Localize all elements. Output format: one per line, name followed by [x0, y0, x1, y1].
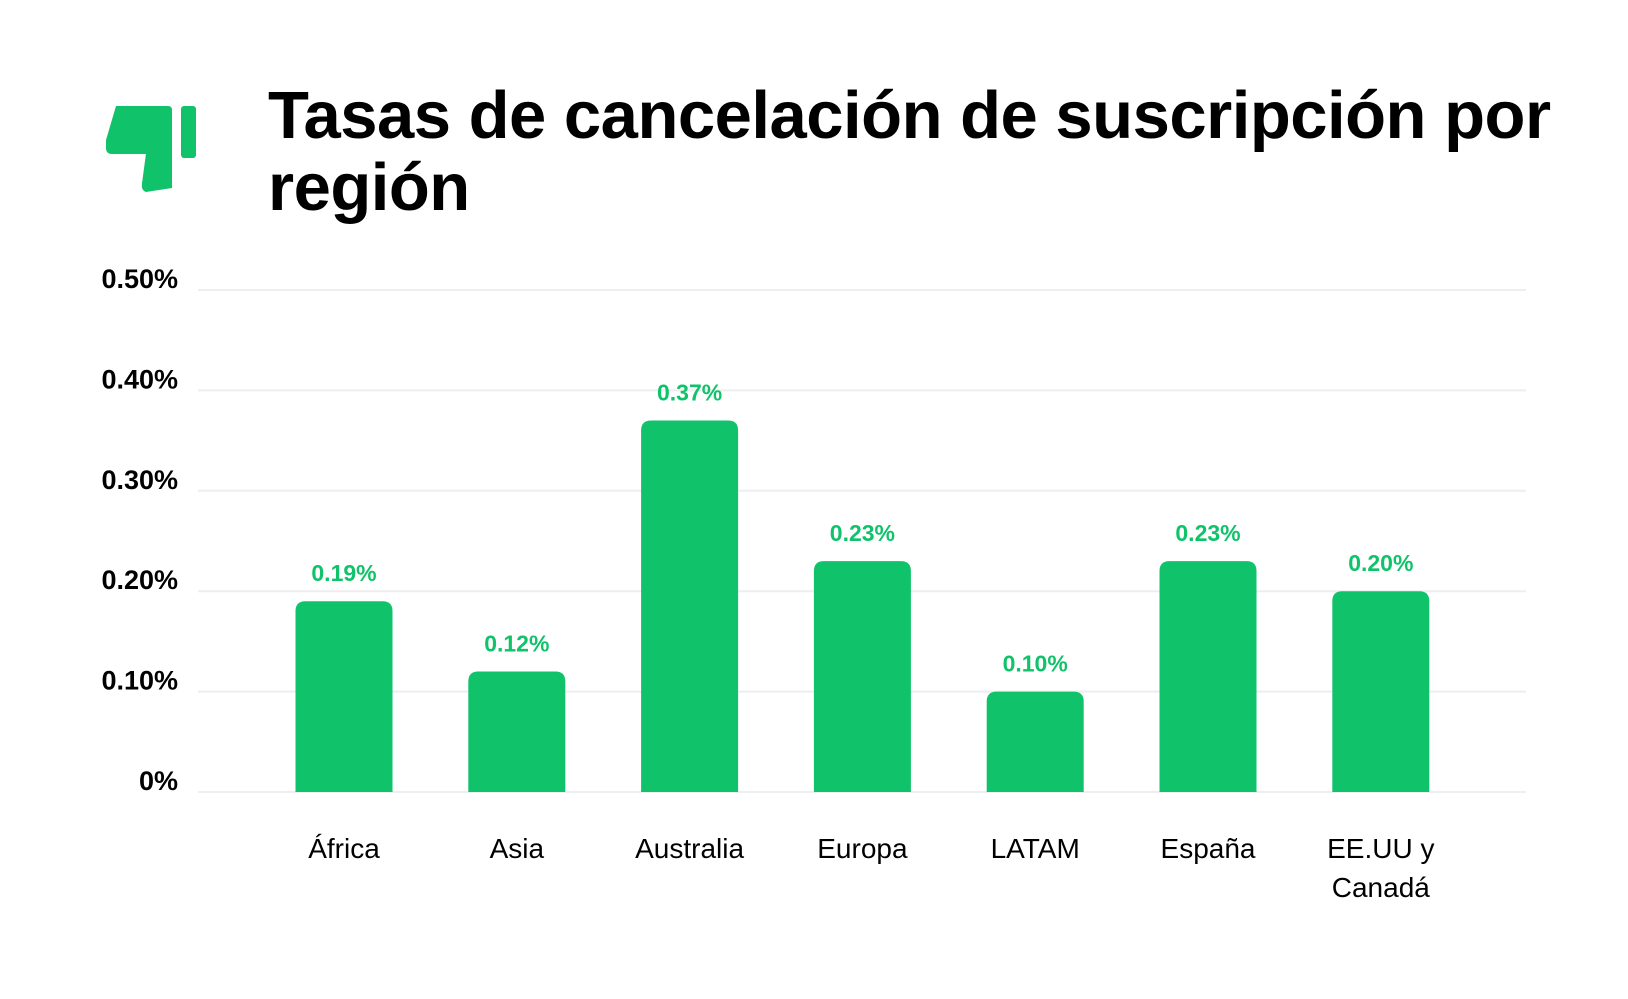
- data-label: 0.10%: [1003, 651, 1068, 677]
- thumbs-down-icon: [106, 106, 196, 192]
- bar-2: [641, 420, 739, 792]
- x-tick-label: Australia: [635, 833, 744, 864]
- y-tick-label: 0.20%: [101, 565, 178, 595]
- bar-3: [813, 561, 911, 792]
- data-label: 0.19%: [311, 560, 376, 586]
- x-tick-label: España: [1161, 833, 1256, 864]
- x-tick-label: Europa: [817, 833, 908, 864]
- y-tick-label: 0.40%: [101, 364, 178, 394]
- data-label: 0.37%: [657, 380, 722, 406]
- y-tick-label: 0.10%: [101, 666, 178, 696]
- chart-title: Tasas de cancelación de suscripción por …: [268, 78, 1551, 225]
- x-tick-label: EE.UU y Canadá: [1327, 833, 1434, 903]
- y-tick-label: 0.30%: [101, 465, 178, 495]
- data-label: 0.23%: [1175, 520, 1240, 546]
- bar-4: [986, 691, 1084, 792]
- x-tick-label: África: [308, 833, 380, 864]
- y-tick-label: 0.50%: [101, 264, 178, 294]
- y-tick-label: 0%: [139, 766, 178, 796]
- data-label: 0.23%: [830, 520, 895, 546]
- x-tick-label: Asia: [490, 833, 545, 864]
- x-tick-label: LATAM: [991, 833, 1080, 864]
- bar-0: [295, 601, 393, 792]
- data-label: 0.12%: [484, 631, 549, 657]
- bar-6: [1332, 591, 1430, 792]
- bar-5: [1159, 561, 1257, 792]
- data-label: 0.20%: [1348, 550, 1413, 576]
- bar-1: [468, 671, 566, 792]
